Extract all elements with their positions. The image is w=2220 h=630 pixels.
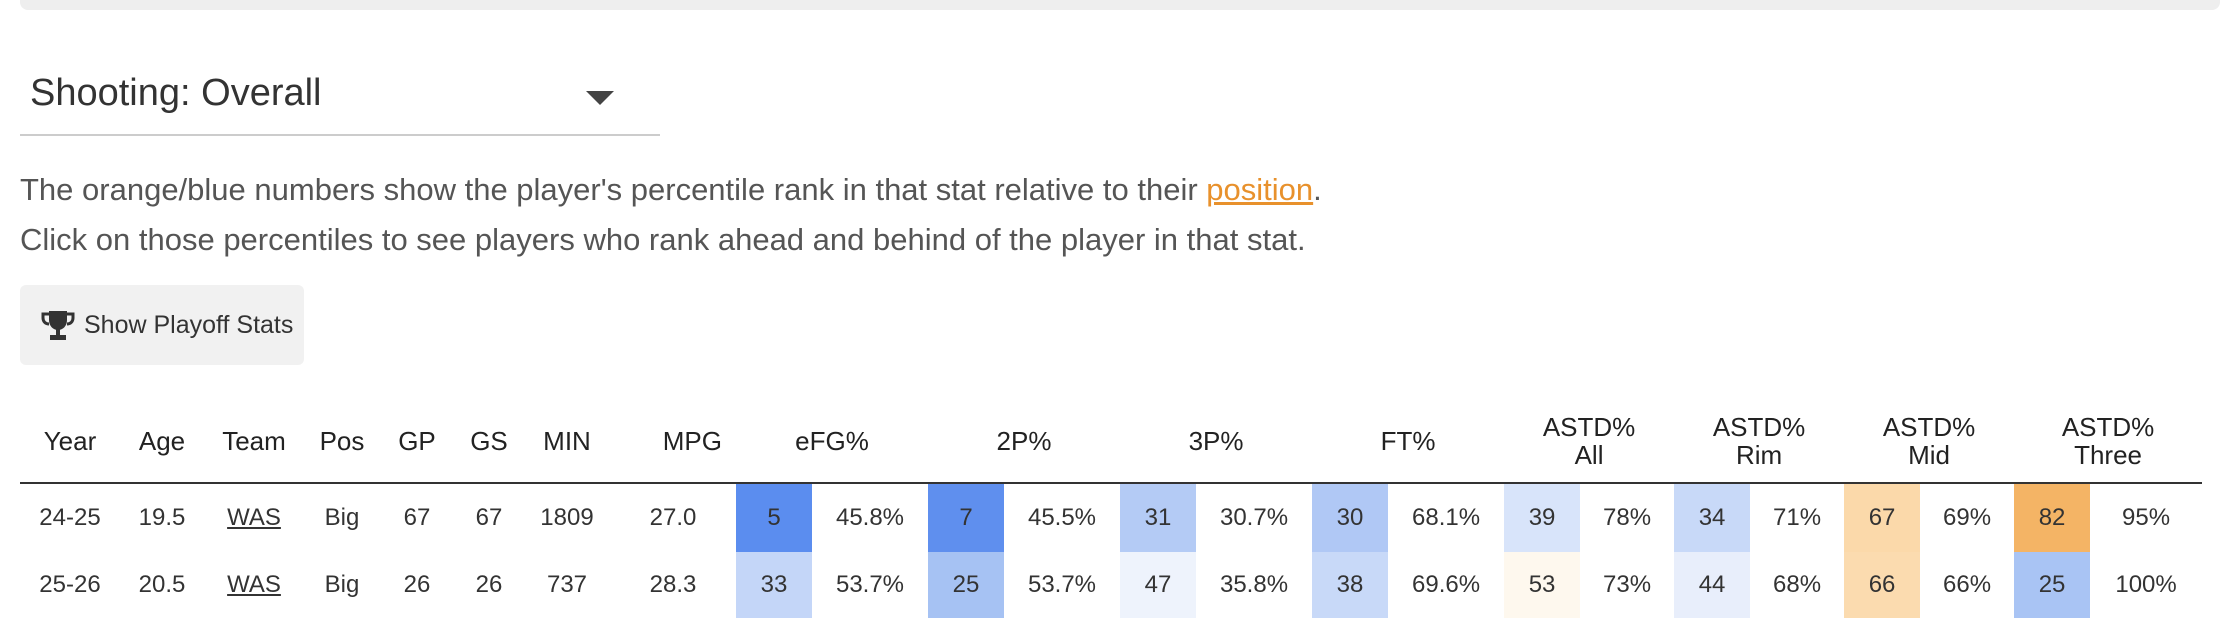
ft-percentile[interactable]: 38 (1312, 552, 1389, 618)
percentile-note-line1: The orange/blue numbers show the player'… (20, 172, 1322, 208)
header-gp[interactable]: GP (380, 400, 454, 484)
astd-all-percentile[interactable]: 39 (1504, 483, 1581, 552)
header-year[interactable]: Year (20, 400, 120, 484)
2p-percentile[interactable]: 7 (928, 483, 1004, 552)
efg-percentile[interactable]: 5 (736, 483, 812, 552)
3p-percentile[interactable]: 47 (1120, 552, 1197, 618)
3p-value: 35.8% (1219, 571, 1289, 598)
playoff-button-label: Show Playoff Stats (84, 311, 294, 339)
team-link[interactable]: WAS (227, 504, 281, 531)
pos-cell: Big (324, 504, 360, 531)
header-3p[interactable]: 3P% (1120, 400, 1313, 484)
astd-rim-percentile[interactable]: 34 (1674, 483, 1751, 552)
header-astd-mid-line2: Mid (1908, 440, 1950, 470)
header-astd-all[interactable]: ASTD% All (1504, 400, 1675, 484)
astd-mid-percentile[interactable]: 67 (1844, 483, 1921, 552)
gs-cell: 67 (475, 504, 503, 531)
astd-all-value: 73% (1603, 571, 1652, 598)
table-row: 24-25 19.5 WAS Big 67 67 1809 27.0 5 45.… (20, 483, 2202, 552)
team-cell: WAS (204, 552, 304, 618)
astd-mid-percentile[interactable]: 66 (1844, 552, 1921, 618)
3p-value: 30.7% (1219, 504, 1289, 531)
position-link[interactable]: position (1206, 172, 1314, 207)
age-cell: 20.5 (138, 571, 186, 598)
note-text: The orange/blue numbers show the player'… (20, 172, 1207, 207)
ft-value: 69.6% (1412, 571, 1481, 598)
astd-mid-value: 66% (1943, 571, 1992, 598)
header-astd-all-line1: ASTD% (1542, 412, 1636, 442)
header-astd-rim-line2: Rim (1735, 440, 1783, 470)
mpg-cell: 27.0 (649, 504, 697, 531)
header-astd-three-line2: Three (2074, 440, 2142, 470)
header-astd-rim[interactable]: ASTD% Rim (1674, 400, 1845, 484)
efg-value: 53.7% (835, 571, 905, 598)
astd-rim-value: 68% (1773, 571, 1822, 598)
astd-three-value: 100% (2115, 571, 2177, 598)
table-header-row: Year Age Team Pos GP GS MIN MPG eFG% 2P%… (20, 400, 2203, 484)
ft-value: 68.1% (1412, 504, 1481, 531)
mpg-cell: 28.3 (649, 571, 697, 598)
trophy-icon (41, 311, 75, 340)
2p-value: 45.5% (1027, 504, 1097, 531)
header-ft[interactable]: FT% (1312, 400, 1505, 484)
astd-all-percentile[interactable]: 53 (1504, 552, 1581, 618)
ft-percentile[interactable]: 30 (1312, 483, 1389, 552)
table-row: 25-26 20.5 WAS Big 26 26 737 28.3 33 53.… (20, 552, 2202, 618)
top-card-edge (20, 0, 2220, 10)
stat-category-dropdown[interactable]: Shooting: Overall (20, 60, 660, 136)
3p-percentile[interactable]: 31 (1120, 483, 1197, 552)
team-link[interactable]: WAS (227, 571, 281, 598)
header-astd-three-line1: ASTD% (2061, 412, 2155, 442)
shooting-stats-table: Year Age Team Pos GP GS MIN MPG eFG% 2P%… (20, 400, 2203, 618)
min-cell: 737 (546, 571, 588, 598)
header-age[interactable]: Age (120, 400, 204, 484)
2p-percentile[interactable]: 25 (928, 552, 1004, 618)
2p-value: 53.7% (1027, 571, 1097, 598)
year-cell: 25-26 (39, 571, 101, 598)
pos-cell: Big (324, 571, 360, 598)
percentile-note-line2: Click on those percentiles to see player… (20, 222, 1306, 257)
header-team[interactable]: Team (204, 400, 304, 484)
astd-three-value: 95% (2122, 504, 2171, 531)
astd-rim-value: 71% (1773, 504, 1822, 531)
gs-cell: 26 (475, 571, 503, 598)
header-pos[interactable]: Pos (304, 400, 380, 484)
header-astd-all-line2: All (1574, 440, 1604, 470)
header-efg[interactable]: eFG% (736, 400, 928, 484)
astd-three-percentile[interactable]: 82 (2014, 483, 2091, 552)
header-mpg[interactable]: MPG (610, 400, 736, 484)
year-cell: 24-25 (39, 504, 101, 531)
team-cell: WAS (204, 483, 304, 552)
caret-down-icon (586, 91, 614, 105)
min-cell: 1809 (540, 504, 594, 531)
gp-cell: 67 (403, 504, 431, 531)
astd-rim-percentile[interactable]: 44 (1674, 552, 1751, 618)
efg-value: 45.8% (835, 504, 905, 531)
show-playoff-stats-button[interactable]: Show Playoff Stats (20, 285, 304, 365)
astd-mid-value: 69% (1943, 504, 1992, 531)
header-min[interactable]: MIN (524, 400, 610, 484)
header-2p[interactable]: 2P% (928, 400, 1121, 484)
header-astd-mid-line1: ASTD% (1882, 412, 1976, 442)
age-cell: 19.5 (138, 504, 186, 531)
astd-three-percentile[interactable]: 25 (2014, 552, 2091, 618)
header-gs[interactable]: GS (454, 400, 524, 484)
gp-cell: 26 (403, 571, 431, 598)
dropdown-selected-value: Shooting: Overall (30, 72, 322, 114)
header-astd-rim-line1: ASTD% (1712, 412, 1806, 442)
astd-all-value: 78% (1603, 504, 1652, 531)
header-astd-mid[interactable]: ASTD% Mid (1844, 400, 2015, 484)
header-astd-three[interactable]: ASTD% Three (2014, 400, 2203, 484)
efg-percentile[interactable]: 33 (736, 552, 812, 618)
note-period: . (1313, 172, 1322, 207)
